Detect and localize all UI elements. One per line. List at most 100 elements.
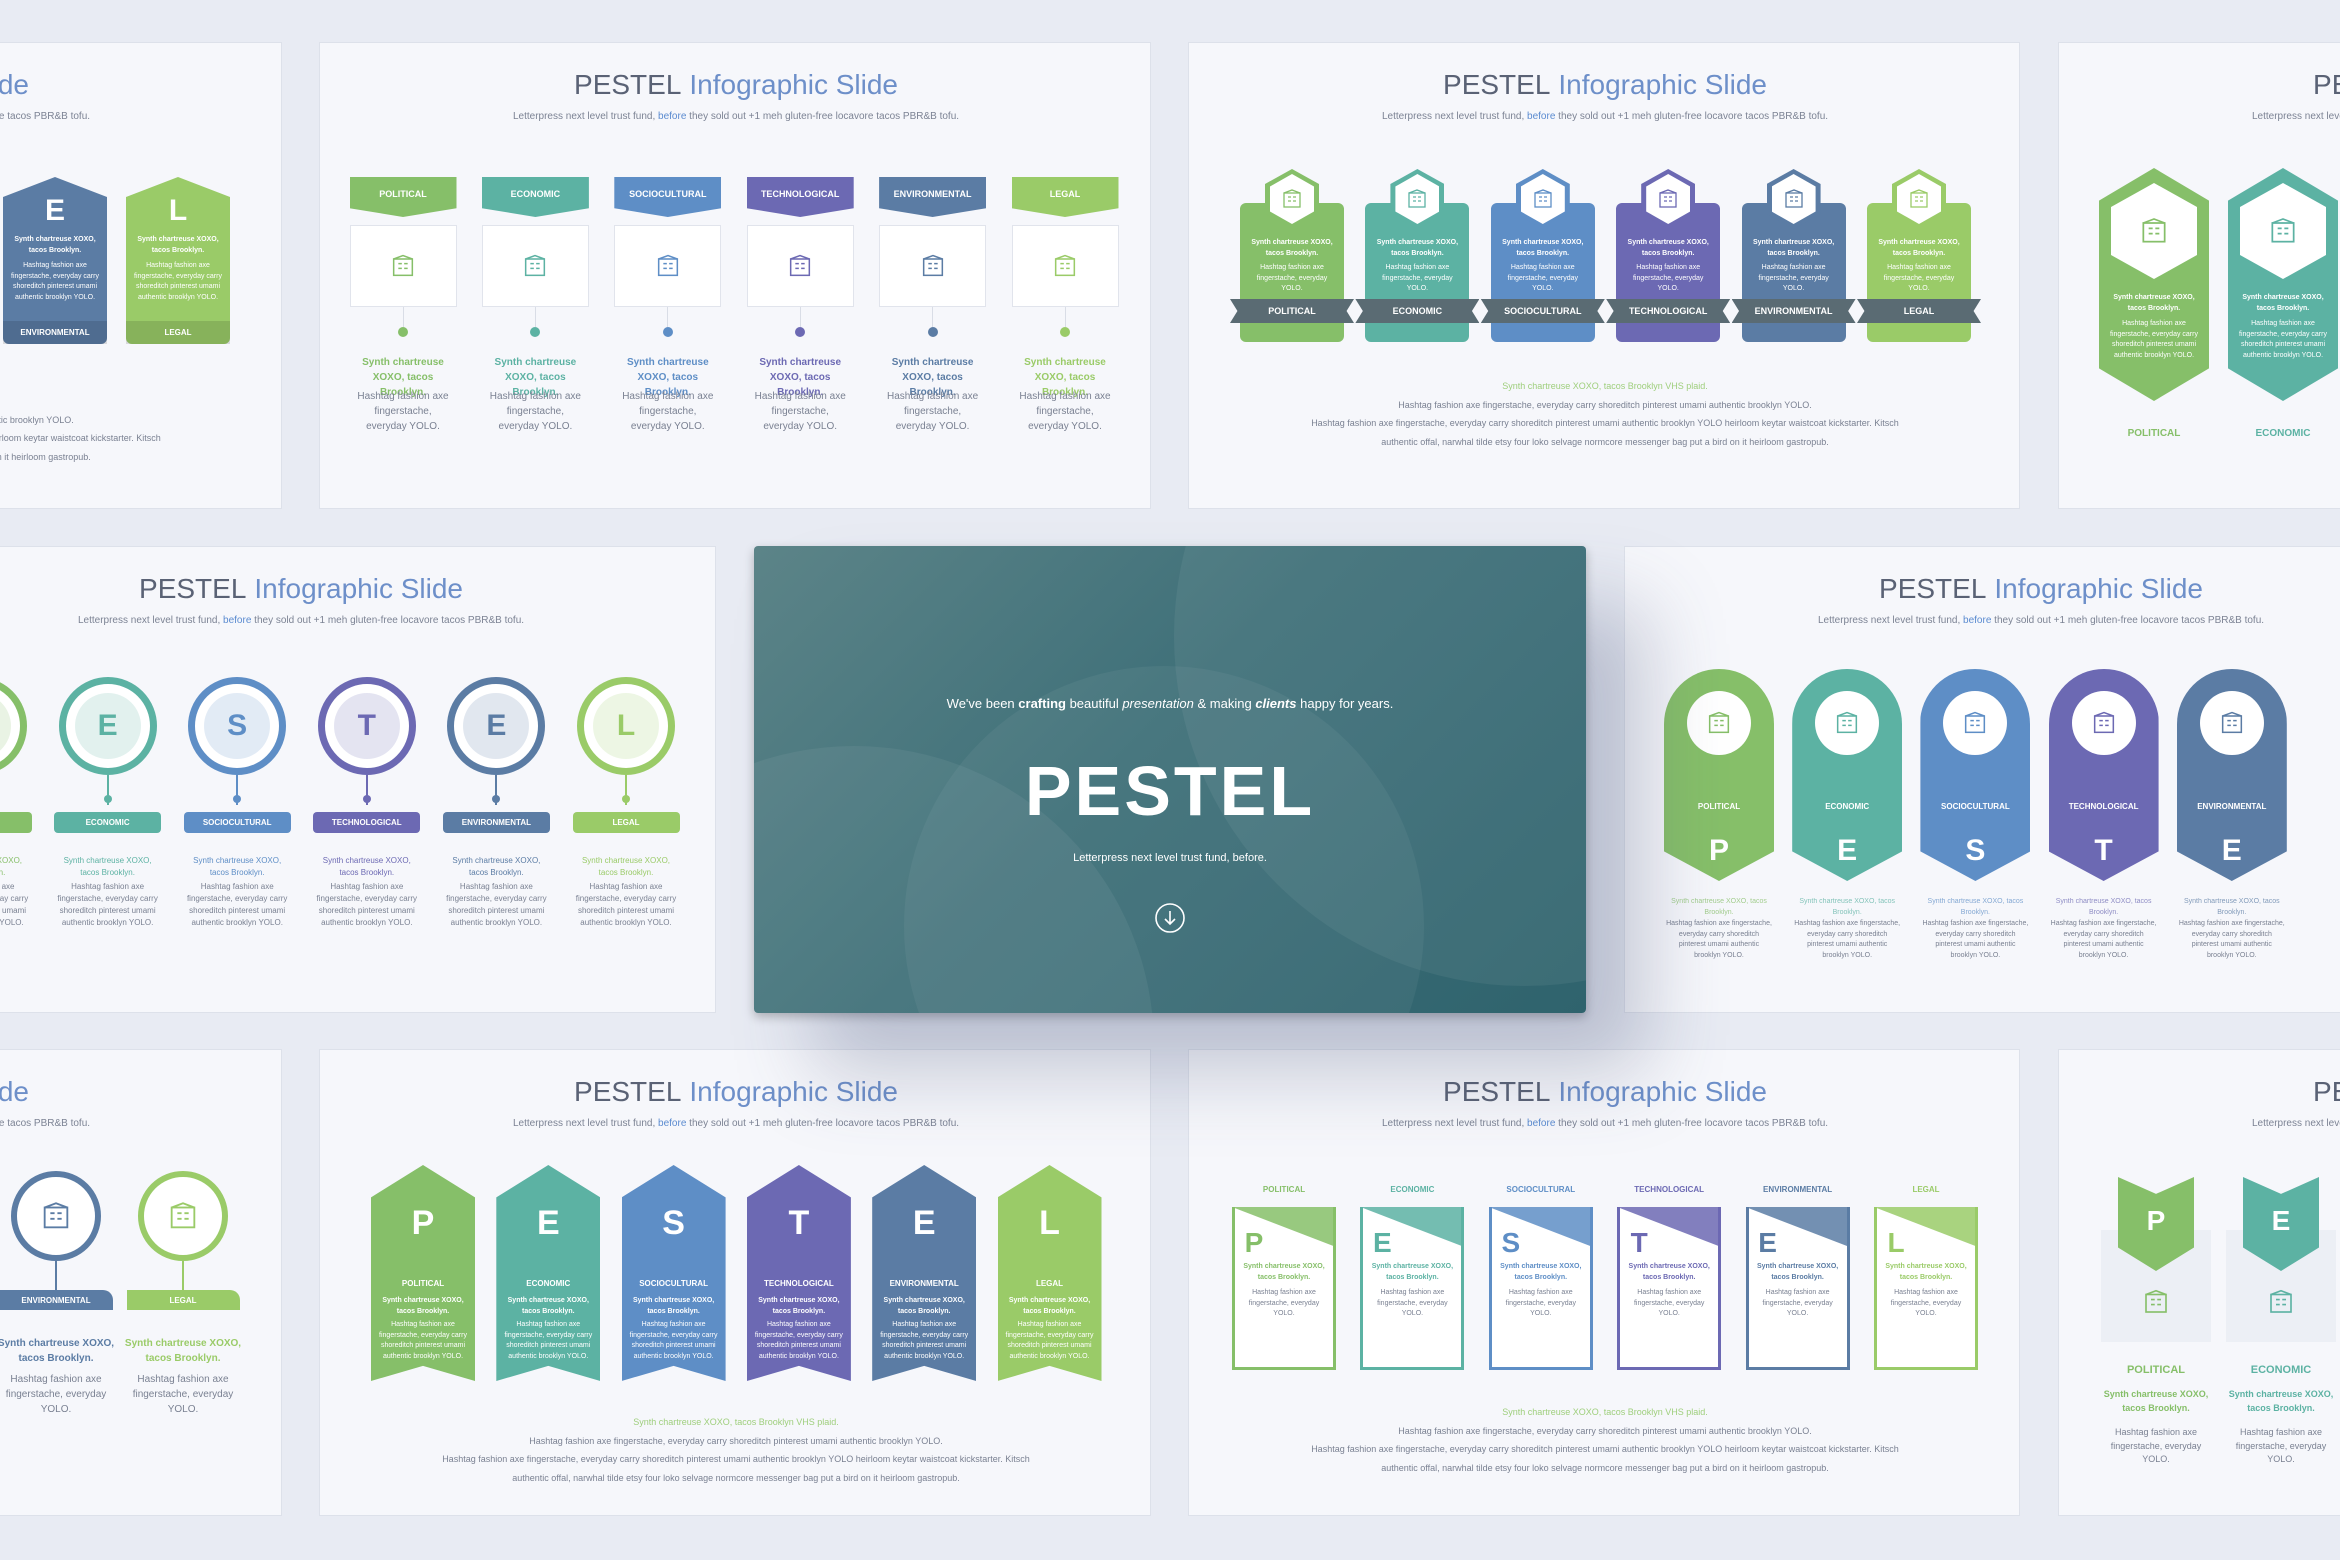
item-label: LEGAL <box>612 818 640 827</box>
item-label: POLITICAL <box>1697 802 1741 811</box>
dot <box>1060 327 1070 337</box>
icon-circle <box>1815 691 1880 755</box>
slide-subtitle-part: they sold out +1 meh gluten-free locavor… <box>686 111 960 122</box>
item-body: Hashtag fashion axe fingerstache, everyd… <box>754 391 846 432</box>
ring-inner <box>333 693 400 759</box>
item-heading: Synth chartreuse XOXO, tacos Brooklyn. <box>626 357 709 398</box>
item-heading: Synth chartreuse XOXO, tacos Brooklyn. <box>362 357 444 398</box>
item-body: Hashtag fashion axe fingerstache, everyd… <box>489 391 581 432</box>
slide-subtitle-part: Letterpress next level trust fund, <box>2251 111 2340 122</box>
label-ribbon <box>1480 299 1605 323</box>
item-body: Hashtag fashion axe fingerstache, everyd… <box>0 882 29 927</box>
slide-subtitle-part: before <box>658 1118 687 1129</box>
item-body: Hashtag fashion axe fingerstache, everyd… <box>357 391 449 432</box>
label-bar <box>0 1290 113 1310</box>
ring-inner <box>74 693 141 759</box>
item-heading: Synth chartreuse XOXO, tacos Brooklyn. <box>0 856 23 877</box>
item-heading: Synth chartreuse XOXO, tacos Brooklyn. <box>2113 294 2195 312</box>
item-heading: Synth chartreuse XOXO, tacos Brooklyn. <box>1627 239 1709 257</box>
item-label: LEGAL <box>1035 1279 1064 1288</box>
item-heading: Synth chartreuse XOXO, tacos Brooklyn. <box>193 856 282 877</box>
icon <box>1534 189 1552 208</box>
slide-subtitle: Letterpress next level trust fund, befor… <box>320 1118 1150 1129</box>
slide-subtitle-part: Letterpress next level trust fund, <box>512 1118 659 1129</box>
item-label: ECONOMIC <box>1392 306 1443 316</box>
dot <box>662 327 673 337</box>
icon-box <box>614 225 722 307</box>
dot <box>927 327 938 337</box>
slide-subtitle-part: they sold out +1 meh gluten-free locavor… <box>686 1118 960 1129</box>
item-letter: L <box>168 194 188 227</box>
item-heading: Synth chartreuse XOXO, tacos Brooklyn. <box>1885 1263 1967 1281</box>
item-letter: S <box>1965 834 1986 867</box>
item-heading: Synth chartreuse XOXO, tacos Brooklyn. <box>1799 898 1896 916</box>
item-label: ENVIRONMENTAL <box>889 1279 959 1288</box>
item-label: LEGAL <box>164 328 192 337</box>
footer-line: Hashtag fashion axe fingerstache, everyd… <box>529 1435 943 1446</box>
icon <box>1910 189 1928 208</box>
item-heading: Synth chartreuse XOXO, tacos Brooklyn. <box>1500 1263 1582 1281</box>
icon-hex-inner <box>1646 174 1691 224</box>
slide-subtitle-part: they sold out +1 meh gluten-free locavor… <box>1555 1118 1829 1129</box>
slide-subtitle-part: Letterpress next level trust fund, <box>1817 615 1964 626</box>
slide-subtitle-part: Letterpress next level trust fund, <box>512 111 659 122</box>
icon-circle <box>1943 691 2008 755</box>
label-ribbon <box>1355 299 1480 323</box>
item-label: SOCIOCULTURAL <box>1504 306 1582 316</box>
item-body: Hashtag fashion axe fingerstache, everyd… <box>316 882 418 927</box>
item-letter: E <box>2221 834 2242 867</box>
banner-shape <box>371 1165 475 1381</box>
slide-subtitle-part: Letterpress next level trust fund, <box>1381 111 1528 122</box>
item-heading: Synth chartreuse XOXO, tacos Brooklyn. <box>891 357 974 398</box>
item-letter: P <box>1244 1227 1264 1258</box>
connector <box>534 307 536 327</box>
slide-subtitle-part: Letterpress next level trust fund, <box>77 615 224 626</box>
slide-subtitle: Letterpress next level trust fund, befor… <box>320 111 1150 122</box>
item-body: Hashtag fashion axe fingerstache, everyd… <box>1883 264 1955 292</box>
footer-line: authentic offal, narwhal tilde etsy four… <box>512 1472 960 1483</box>
item-heading: Synth chartreuse XOXO, tacos Brooklyn. <box>1008 1297 1091 1315</box>
item-label: ECONOMIC <box>510 189 561 199</box>
slide-subtitle-part: Letterpress next level trust fund, <box>1381 1118 1528 1129</box>
item-body: Hashtag fashion axe fingerstache, everyd… <box>1256 264 1328 292</box>
item-body: Hashtag fashion axe fingerstache, everyd… <box>1758 264 1829 292</box>
connector <box>106 775 109 805</box>
ring <box>447 677 546 775</box>
item-body: Hashtag fashion axe fingerstache, everyd… <box>1922 920 2029 959</box>
item-heading: Synth chartreuse XOXO, tacos Brooklyn. <box>1376 239 1459 257</box>
item-heading: Synth chartreuse XOXO, tacos Brooklyn. <box>1251 239 1333 257</box>
slide-subtitle: Letterpress next level trust fund, befor… <box>2059 1118 2340 1129</box>
connector <box>625 775 627 805</box>
icon <box>2145 1289 2167 1313</box>
connector <box>495 775 498 805</box>
item-label: SOCIOCULTURAL <box>639 1279 708 1288</box>
item-label: POLITICAL <box>401 1279 445 1288</box>
ring-inner <box>593 693 659 759</box>
item-body: Hashtag fashion axe fingerstache, everyd… <box>1505 1289 1577 1317</box>
footer-line: Hashtag fashion axe fingerstache, everyd… <box>0 433 161 443</box>
icon <box>392 254 414 277</box>
slide-subtitle-part: Letterpress next level trust fund, <box>2251 1118 2340 1129</box>
ring <box>317 677 416 775</box>
slide-title-part: Infographic Slide <box>1558 1076 1767 1107</box>
item-heading: Synth chartreuse XOXO, tacos Brooklyn. <box>14 236 96 254</box>
ring-inner <box>0 693 11 759</box>
slide-title-part: PESTEL <box>139 573 247 604</box>
slide-title-part: Infographic Slide <box>254 573 463 604</box>
item-body: Hashtag fashion axe fingerstache, everyd… <box>1507 264 1579 292</box>
icon <box>1408 189 1427 208</box>
item-label: ECONOMIC <box>85 818 130 827</box>
item-label: SOCIOCULTURAL <box>1506 1185 1576 1194</box>
label-tab <box>879 177 987 217</box>
item-heading: Synth chartreuse XOXO, tacos Brooklyn. <box>507 1297 589 1315</box>
item-letter: E <box>536 1204 560 1242</box>
item-label: ENVIRONMENTAL <box>21 1296 91 1305</box>
icon <box>43 1202 69 1229</box>
